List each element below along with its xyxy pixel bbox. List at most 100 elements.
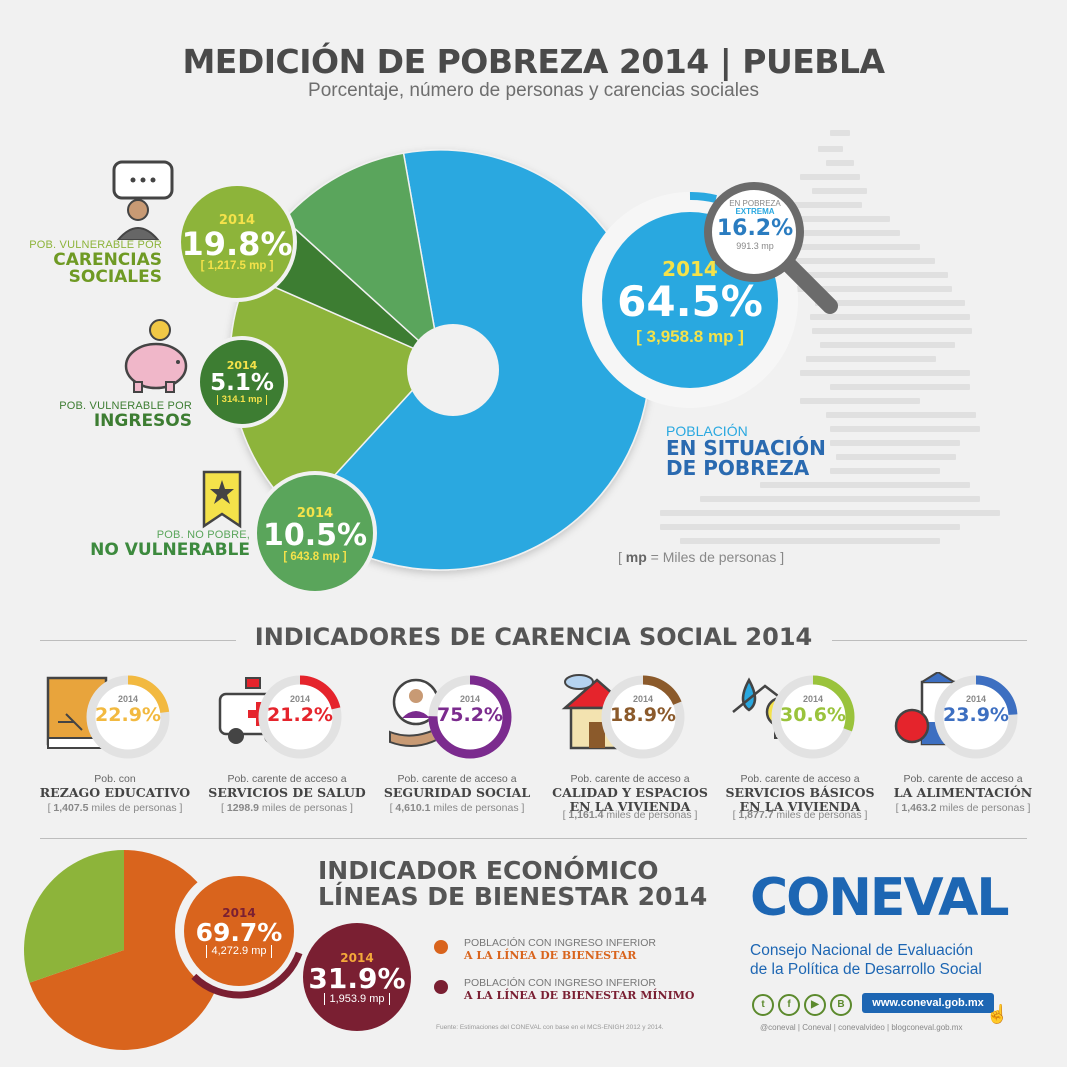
indicator-year: 2014 <box>459 694 481 704</box>
indicator-people: [ 4,610.1 miles de personas ] <box>389 802 525 814</box>
poverty-label-big2: DE POBREZA <box>666 456 810 480</box>
ingresos-label-big: INGRESOS <box>93 410 192 431</box>
blogger-icon[interactable]: B <box>830 994 852 1016</box>
speech-person-icon <box>112 160 174 240</box>
map-bar <box>820 342 955 348</box>
legend-minimo-dot <box>434 980 448 994</box>
map-bar <box>830 440 960 446</box>
eco-slice-bienestar <box>29 850 225 1050</box>
indicator-ring <box>601 675 685 759</box>
eco-bienestar-mp: 4,272.9 mp <box>206 945 272 958</box>
map-bar <box>826 160 854 166</box>
indicator-big-label: SERVICIOS DE SALUD <box>208 785 366 800</box>
indicator-big-label: LA ALIMENTACIÓN <box>893 785 1033 800</box>
map-bar <box>830 384 970 390</box>
coneval-line2: de la Política de Desarrollo Social <box>750 960 982 978</box>
page-title: MEDICIÓN DE POBREZA 2014 | PUEBLA <box>182 42 885 81</box>
indicator-card: 2014 22.9% Pob. con REZAGO EDUCATIVO [ 1,407… <box>30 660 200 830</box>
extreme-poverty: EN POBREZA EXTREMA 16.2% 991.3 mp <box>714 199 796 251</box>
indicator-ring <box>771 675 855 759</box>
indicator-card: 2014 23.9% Pob. carente de acceso a LA ALIM… <box>878 660 1048 830</box>
ingresos-label: POB. VULNERABLE POR INGRESOS <box>40 400 192 431</box>
poverty-mp: [ 3,958.8 mp ] <box>636 327 744 346</box>
map-bar <box>815 300 965 306</box>
map-bar <box>660 524 960 530</box>
novul-bubble-bg <box>253 471 377 595</box>
youtube-icon[interactable]: ▶ <box>804 994 826 1016</box>
indicator-pct: 22.9% <box>95 704 161 726</box>
mp-note: [ mp = Miles de personas ] <box>618 549 785 565</box>
coneval-logo: CONEVAL <box>750 868 1010 928</box>
legend-minimo: POBLACIÓN CON INGRESO INFERIOR A LA LÍNE… <box>464 977 695 1002</box>
ingresos-mp: 314.1 mp <box>216 394 268 406</box>
mp-note-key: mp <box>625 549 647 565</box>
map-bar <box>830 468 940 474</box>
map-bar <box>818 146 843 152</box>
indicator-year: 2014 <box>117 694 139 704</box>
map-bar <box>792 286 952 292</box>
indicator-people: [ 1,463.2 miles de personas ] <box>895 802 1031 814</box>
star-ribbon-icon <box>202 470 242 529</box>
coneval-footer: @coneval | Coneval | conevalvideo | blog… <box>760 1023 963 1032</box>
puebla-map-silhouette <box>660 130 1000 544</box>
economic-pie-chart <box>23 850 415 1050</box>
carencias-label-big1: CARENCIAS <box>53 249 162 270</box>
eco-bienestar-bubble-bg <box>184 876 294 986</box>
ingresos-bubble-bg <box>196 336 288 428</box>
legend-minimo-big: A LA LÍNEA DE BIENESTAR MÍNIMO <box>464 988 695 1002</box>
indicator-big-label: REZAGO EDUCATIVO <box>39 785 191 800</box>
indicator-ring <box>86 675 170 759</box>
novul-label-big: NO VULNERABLE <box>90 539 250 560</box>
divider-right <box>832 640 1027 641</box>
legend-bienestar: POBLACIÓN CON INGRESO INFERIOR A LA LÍNE… <box>464 937 656 962</box>
pie-hole <box>407 324 499 416</box>
map-bar <box>800 174 860 180</box>
eco-bienestar-pct: 69.7% <box>195 918 283 948</box>
poverty-bubble: 2014 64.5% [ 3,958.8 mp ] <box>602 232 778 372</box>
novul-label-small: POB. NO POBRE, <box>156 529 250 541</box>
carencias-pct: 19.8% <box>181 224 293 263</box>
map-bar <box>792 202 862 208</box>
indicator-year: 2014 <box>289 694 311 704</box>
indicator-people: [ 1,407.5 miles de personas ] <box>47 802 183 814</box>
novul-mp: [ 643.8 mp ] <box>283 550 347 563</box>
carencias-year: 2014 <box>218 212 256 228</box>
eco-slice-rest <box>23 850 124 983</box>
map-bar <box>812 188 867 194</box>
poverty-label-big1: EN SITUACIÓN <box>666 436 826 460</box>
map-bar <box>830 426 980 432</box>
indicator-small-label: Pob. carente de acceso a <box>227 773 347 785</box>
indicator-ring <box>934 675 1018 759</box>
indicators-title: INDICADORES DE CARENCIA SOCIAL 2014 <box>254 623 813 651</box>
carencias-mp: [ 1,217.5 mp ] <box>200 259 274 272</box>
facebook-icon[interactable]: f <box>778 994 800 1016</box>
poverty-label: POBLACIÓN EN SITUACIÓN DE POBREZA <box>666 424 826 478</box>
indicator-card: 2014 18.9% Pob. carente de acceso a CALIDAD… <box>545 660 715 830</box>
indicator-year: 2014 <box>965 694 987 704</box>
map-bar <box>800 398 920 404</box>
divider-bottom <box>40 838 1027 839</box>
coneval-url-button[interactable]: www.coneval.gob.mx <box>862 993 994 1013</box>
extreme-label1: EN POBREZA <box>729 199 781 208</box>
indicator-card: 2014 75.2% Pob. carente de acceso a SEGURID… <box>372 660 542 830</box>
piggy-bank-icon <box>124 319 188 393</box>
map-bar <box>806 356 936 362</box>
eco-minimo-mp: 1,953.9 mp <box>324 992 390 1006</box>
indicator-ring <box>428 675 512 759</box>
indicator-people: [ 1298.9 miles de personas ] <box>221 802 353 814</box>
main-pie-chart <box>177 149 838 595</box>
poverty-label-small: POBLACIÓN <box>666 423 748 439</box>
indicator-card: 2014 21.2% Pob. carente de acceso a SERVICI… <box>202 660 372 830</box>
carencias-label: POB. VULNERABLE POR CARENCIAS SOCIALES <box>20 239 162 287</box>
indicator-pct: 23.9% <box>943 704 1009 726</box>
economic-title-line2: LÍNEAS DE BIENESTAR 2014 <box>318 882 708 912</box>
twitter-icon[interactable]: t <box>752 994 774 1016</box>
map-bar <box>836 454 956 460</box>
indicator-pct: 18.9% <box>610 704 676 726</box>
map-bar <box>798 272 948 278</box>
indicator-big-label: SEGURIDAD SOCIAL <box>383 785 531 800</box>
indicator-big-label: SERVICIOS BÁSICOS EN LA VIVIENDA <box>725 785 875 814</box>
poverty-ring-arc <box>689 191 717 203</box>
indicator-people: [ 1,877.7 miles de personas ] <box>732 809 868 821</box>
legend-bienestar-small: POBLACIÓN CON INGRESO INFERIOR <box>464 937 656 949</box>
